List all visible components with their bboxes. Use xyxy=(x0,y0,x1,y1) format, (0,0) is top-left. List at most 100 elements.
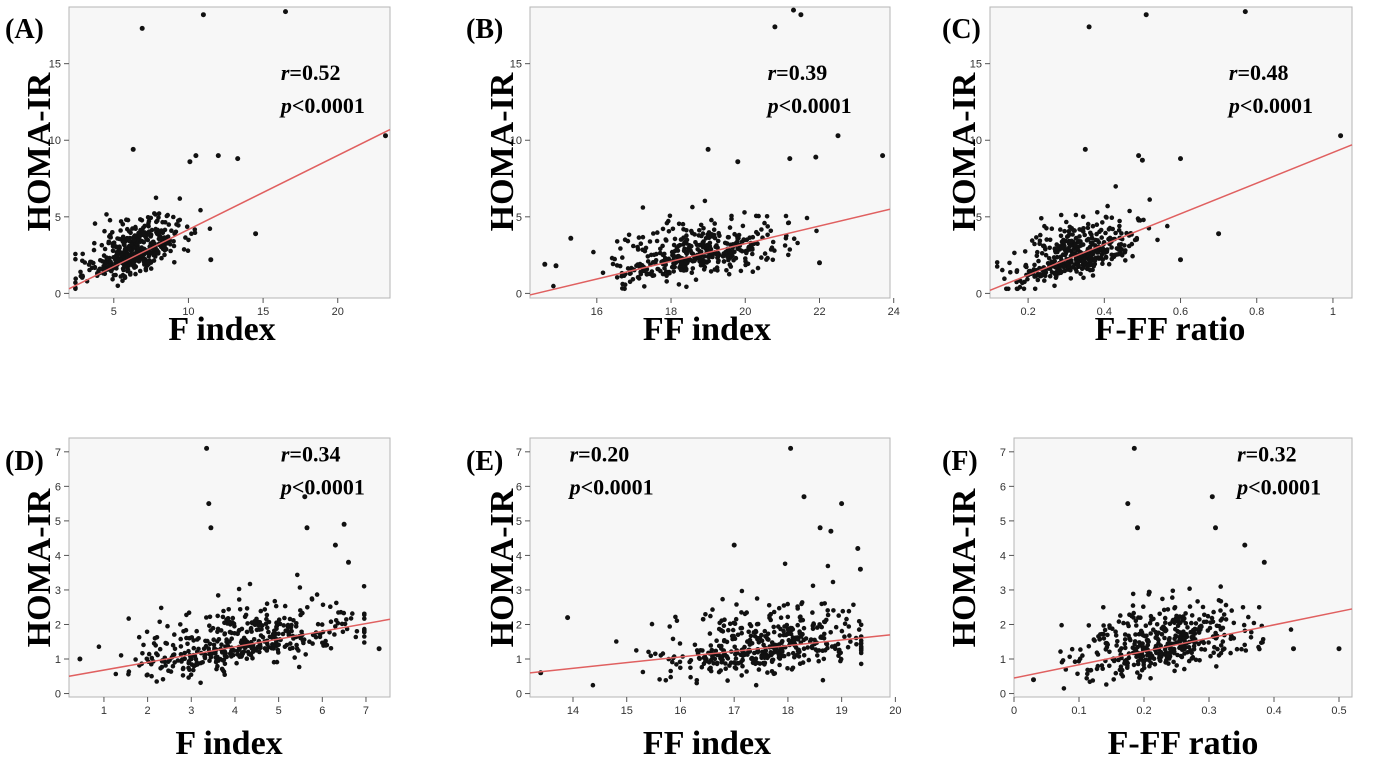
data-point xyxy=(785,614,791,620)
y-tick-label: 0 xyxy=(1000,689,1006,701)
data-point xyxy=(689,270,695,276)
data-point xyxy=(230,615,236,621)
data-point xyxy=(1205,613,1211,619)
data-point xyxy=(1110,626,1115,631)
y-tick-label: 4 xyxy=(1000,550,1006,562)
data-point xyxy=(1059,245,1065,251)
data-point-outlier xyxy=(206,501,212,507)
data-point xyxy=(317,634,323,640)
data-point xyxy=(1044,237,1049,242)
data-point xyxy=(693,240,698,245)
data-point xyxy=(147,249,152,254)
x-tick-label: 1 xyxy=(1330,306,1336,318)
data-point xyxy=(731,633,736,639)
data-point xyxy=(704,243,709,248)
data-point xyxy=(1100,246,1106,251)
data-point xyxy=(1014,268,1020,273)
data-point-outlier xyxy=(828,528,834,534)
data-point xyxy=(1128,637,1133,643)
stat-p-value: <0.0001 xyxy=(779,93,852,118)
data-point xyxy=(642,284,647,289)
data-point xyxy=(276,642,282,648)
data-point xyxy=(169,228,174,233)
data-point xyxy=(1042,223,1047,229)
data-point-outlier xyxy=(787,156,793,162)
data-point xyxy=(742,210,747,215)
data-point xyxy=(1104,682,1109,687)
data-point xyxy=(1085,671,1090,677)
data-point xyxy=(651,231,656,236)
data-point xyxy=(1149,617,1154,622)
y-tick-label: 0 xyxy=(55,689,61,701)
data-point xyxy=(272,598,278,604)
data-point xyxy=(1103,255,1109,260)
data-point xyxy=(844,616,849,622)
data-point xyxy=(131,237,137,243)
data-point-outlier xyxy=(1031,677,1036,683)
data-point xyxy=(744,237,750,242)
data-point xyxy=(1171,659,1176,665)
data-point xyxy=(707,631,713,636)
data-point xyxy=(1163,620,1168,625)
x-tick-label: 20 xyxy=(332,306,344,318)
data-point xyxy=(722,240,728,246)
data-point-outlier xyxy=(791,7,796,13)
data-point xyxy=(1043,252,1049,258)
y-tick-label: 15 xyxy=(49,59,61,71)
data-point xyxy=(797,615,803,620)
panel-label: (F) xyxy=(942,446,978,477)
data-point xyxy=(191,663,197,669)
data-point xyxy=(657,677,662,682)
data-point xyxy=(698,261,704,266)
data-point xyxy=(1058,649,1063,654)
data-point xyxy=(1198,623,1204,629)
data-point xyxy=(792,654,797,660)
data-point-outlier xyxy=(77,656,83,662)
data-point xyxy=(727,621,733,627)
data-point xyxy=(229,654,234,659)
data-point xyxy=(1065,248,1070,253)
data-point xyxy=(786,220,792,225)
data-point xyxy=(73,276,78,282)
data-point xyxy=(234,660,239,666)
data-point xyxy=(684,284,689,290)
data-point xyxy=(725,254,730,260)
data-point xyxy=(614,275,620,280)
data-point xyxy=(640,205,646,210)
data-point xyxy=(1240,605,1246,610)
stat-r-symbol: r xyxy=(1229,60,1238,85)
data-point xyxy=(191,645,197,651)
data-point xyxy=(679,261,684,267)
data-point xyxy=(1085,263,1091,269)
data-point-outlier xyxy=(553,263,559,269)
data-point xyxy=(1092,256,1097,262)
data-point xyxy=(1127,208,1132,214)
data-point xyxy=(1125,665,1130,670)
data-point xyxy=(795,240,800,246)
data-point xyxy=(765,670,770,675)
data-point xyxy=(755,241,760,246)
data-point xyxy=(610,261,616,267)
data-point xyxy=(614,239,620,244)
data-point xyxy=(703,612,708,617)
data-point xyxy=(294,642,299,648)
data-point xyxy=(856,627,862,632)
data-point xyxy=(719,618,724,623)
regression-line xyxy=(68,128,391,290)
data-point xyxy=(726,235,731,240)
data-point-outlier xyxy=(1135,525,1140,531)
data-point xyxy=(182,656,187,662)
data-point-outlier xyxy=(283,9,288,15)
data-point xyxy=(733,651,738,657)
data-point xyxy=(688,665,693,671)
data-point xyxy=(98,258,103,263)
data-point xyxy=(731,249,737,255)
data-point xyxy=(288,641,293,646)
data-point xyxy=(1091,263,1096,269)
data-point xyxy=(1006,286,1011,292)
stat-r-value: =0.52 xyxy=(289,60,340,85)
data-point xyxy=(1130,591,1136,597)
data-point xyxy=(714,660,720,666)
stat-r-symbol: r xyxy=(281,441,290,466)
data-point xyxy=(362,634,367,639)
